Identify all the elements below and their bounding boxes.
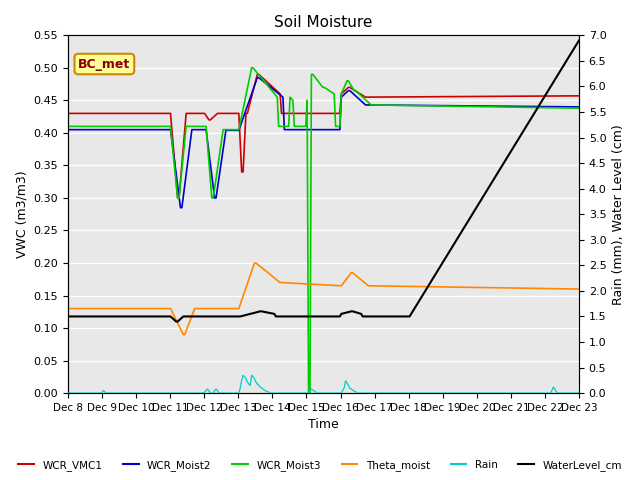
X-axis label: Time: Time (308, 419, 339, 432)
Title: Soil Moisture: Soil Moisture (275, 15, 372, 30)
Legend: WCR_VMC1, WCR_Moist2, WCR_Moist3, Theta_moist, Rain, WaterLevel_cm: WCR_VMC1, WCR_Moist2, WCR_Moist3, Theta_… (14, 456, 626, 475)
Y-axis label: Rain (mm), Water Level (cm): Rain (mm), Water Level (cm) (612, 124, 625, 305)
Y-axis label: VWC (m3/m3): VWC (m3/m3) (15, 170, 28, 258)
Text: BC_met: BC_met (78, 58, 131, 71)
